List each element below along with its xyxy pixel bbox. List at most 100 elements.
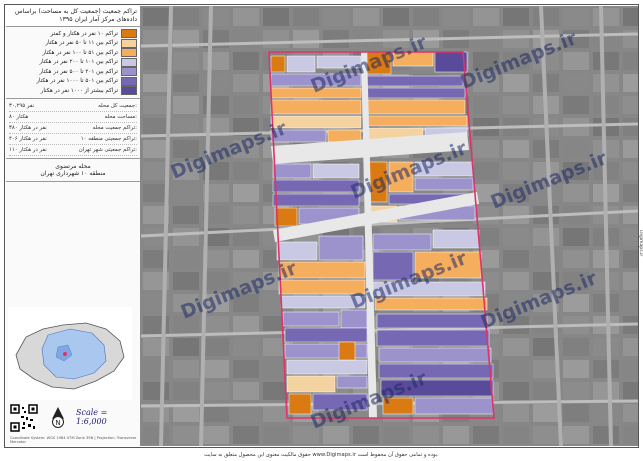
basemap-block: [173, 250, 199, 268]
basemap-block: [233, 74, 259, 92]
basemap-block: [503, 382, 529, 400]
density-block: [366, 87, 466, 99]
basemap-block: [173, 382, 199, 400]
basemap-block: [203, 338, 229, 356]
basemap-block: [203, 52, 229, 70]
density-block: [378, 363, 494, 379]
basemap-block: [593, 8, 619, 26]
tehran-inset-map: [8, 307, 132, 400]
basemap-block: [263, 404, 289, 422]
basemap-block: [203, 272, 229, 290]
density-block: [270, 99, 362, 115]
basemap-block: [503, 206, 529, 224]
basemap-block: [623, 74, 638, 92]
density-block: [312, 393, 368, 411]
legend: تراکم ۱۰ نفر در هکتار و کمتر تراکم بین ۱۱…: [6, 27, 140, 99]
basemap-road: [141, 32, 638, 48]
basemap-block: [323, 8, 349, 26]
basemap-block: [353, 426, 379, 444]
north-arrow-icon: N: [52, 407, 64, 428]
density-block: [312, 163, 360, 179]
basemap-block: [143, 30, 169, 48]
basemap-block: [173, 228, 199, 246]
basemap-block: [203, 250, 229, 268]
basemap-block: [623, 52, 638, 70]
scale-label: Scale = 1:6,000: [76, 408, 108, 426]
density-block: [414, 177, 474, 191]
density-block: [318, 235, 364, 261]
basemap-block: [173, 118, 199, 136]
basemap-block: [233, 250, 259, 268]
basemap-block: [203, 206, 229, 224]
basemap-block: [353, 8, 379, 26]
density-block: [374, 297, 488, 311]
density-block: [382, 397, 414, 415]
density-block: [272, 179, 360, 193]
basemap-block: [503, 140, 529, 158]
basemap-block: [593, 338, 619, 356]
density-block: [414, 397, 494, 415]
side-credit: Digimaps.ir: [638, 230, 643, 257]
basemap-block: [503, 360, 529, 378]
basemap-block: [563, 250, 589, 268]
basemap-block: [623, 250, 638, 268]
legend-swatch: [121, 67, 137, 77]
basemap-block: [473, 52, 499, 70]
basemap-block: [563, 426, 589, 444]
basemap-block: [203, 294, 229, 312]
basemap-block: [503, 338, 529, 356]
stat-row: ۸۰ هکتار مساحت محله:: [9, 112, 137, 123]
basemap-block: [503, 74, 529, 92]
density-block: [366, 75, 464, 87]
density-block: [336, 375, 368, 389]
stat-value: ۳۸۰ نفر در هکتار: [9, 124, 47, 131]
basemap-block: [173, 162, 199, 180]
basemap-block: [503, 228, 529, 246]
legend-item: تراکم بین ۱۱ تا ۵۰ نفر در هکتار: [9, 38, 137, 49]
coordinate-credit: Coordinate System: WGS 1984 UTM Zone 39N…: [10, 436, 137, 444]
basemap-block: [563, 140, 589, 158]
density-block: [272, 163, 312, 179]
basemap-block: [593, 382, 619, 400]
basemap-block: [563, 96, 589, 114]
basemap-block: [563, 382, 589, 400]
basemap-block: [443, 8, 469, 26]
basemap-block: [533, 162, 559, 180]
legend-label: تراکم بین ۱۱ تا ۵۰ نفر در هکتار: [45, 40, 118, 47]
basemap-road: [159, 6, 173, 446]
basemap-block: [503, 162, 529, 180]
basemap-block: [233, 118, 259, 136]
basemap-block: [173, 184, 199, 202]
basemap-block: [233, 96, 259, 114]
legend-item: تراکم بین ۵۱ تا ۱۰۰ نفر در هکتار: [9, 48, 137, 58]
basemap-block: [503, 96, 529, 114]
density-block: [270, 115, 362, 129]
basemap-block: [143, 140, 169, 158]
basemap-block: [143, 382, 169, 400]
basemap-block: [503, 316, 529, 334]
basemap-block: [203, 382, 229, 400]
basemap-block: [503, 272, 529, 290]
basemap-block: [233, 184, 259, 202]
density-block: [372, 251, 414, 281]
stat-label: تراکم جمعیتی شهر تهران:: [78, 146, 137, 153]
density-block: [278, 279, 366, 295]
basemap-block: [563, 360, 589, 378]
density-block: [376, 313, 488, 329]
map-frame: [4, 4, 639, 448]
basemap-block: [623, 184, 638, 202]
stat-value: ۴۰۶ نفر در هکتار: [9, 135, 47, 142]
basemap-block: [173, 360, 199, 378]
basemap-block: [533, 250, 559, 268]
legend-label: تراکم بین ۵۱ تا ۱۰۰ نفر در هکتار: [42, 49, 118, 56]
basemap-block: [593, 74, 619, 92]
density-block: [338, 341, 356, 361]
basemap-block: [473, 140, 499, 158]
basemap-block: [623, 96, 638, 114]
basemap-block: [293, 30, 319, 48]
basemap-block: [203, 404, 229, 422]
basemap-block: [143, 184, 169, 202]
density-block: [378, 347, 492, 363]
basemap-block: [263, 360, 289, 378]
basemap-block: [623, 140, 638, 158]
